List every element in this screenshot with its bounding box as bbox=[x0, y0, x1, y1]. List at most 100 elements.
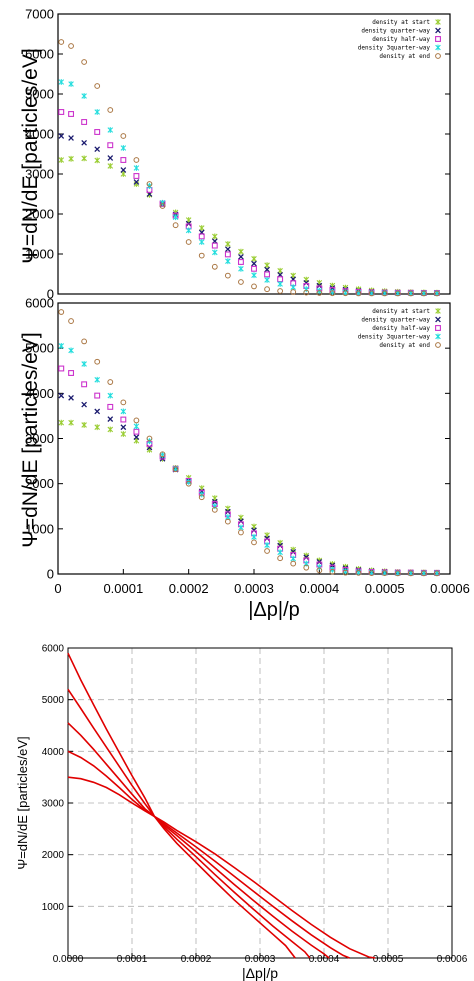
y-axis-label: Ψ=dN/dE [particles/eV] bbox=[19, 48, 42, 263]
data-point bbox=[251, 265, 257, 272]
data-point bbox=[81, 139, 87, 146]
y-tick-label: 2000 bbox=[25, 476, 54, 491]
data-point bbox=[81, 381, 88, 388]
y-tick-label: 3000 bbox=[25, 431, 54, 446]
data-point bbox=[185, 239, 192, 245]
legend-entry: density quarter-way bbox=[361, 317, 430, 324]
data-point bbox=[133, 165, 140, 171]
data-point bbox=[420, 570, 427, 577]
data-point bbox=[81, 401, 87, 408]
data-point bbox=[329, 288, 336, 295]
y-tick-label: 1000 bbox=[25, 521, 54, 536]
data-point bbox=[198, 233, 205, 240]
data-point bbox=[107, 403, 114, 410]
curve-2 bbox=[67, 722, 330, 959]
y-tick-label: 4000 bbox=[25, 127, 54, 142]
y-tick-label: 6000 bbox=[42, 644, 65, 655]
data-point bbox=[94, 358, 101, 365]
y-tick-label: 5000 bbox=[42, 695, 65, 706]
data-point bbox=[420, 290, 427, 297]
data-point bbox=[251, 534, 257, 540]
data-point bbox=[277, 288, 284, 294]
data-point bbox=[68, 155, 74, 162]
data-point bbox=[212, 249, 218, 256]
data-point bbox=[264, 271, 271, 278]
data-point bbox=[277, 555, 284, 562]
data-point bbox=[368, 570, 375, 576]
data-point bbox=[238, 253, 244, 260]
x-tick-label: 0.0004 bbox=[309, 954, 340, 965]
data-point bbox=[381, 570, 388, 576]
data-point bbox=[94, 157, 100, 164]
data-point bbox=[107, 426, 114, 433]
data-point bbox=[58, 365, 65, 372]
x-tick-label: 0 bbox=[54, 581, 61, 596]
data-point bbox=[58, 309, 65, 315]
data-point bbox=[68, 81, 74, 87]
data-point bbox=[185, 478, 192, 485]
data-point bbox=[133, 434, 140, 441]
data-point bbox=[68, 318, 74, 324]
data-point bbox=[342, 568, 349, 575]
data-point bbox=[58, 419, 65, 426]
legend-entry: density half-way bbox=[372, 325, 430, 332]
data-point bbox=[238, 529, 244, 536]
data-point bbox=[277, 281, 283, 287]
y-tick-label: 7000 bbox=[25, 7, 54, 22]
curve-3 bbox=[67, 688, 311, 959]
data-point bbox=[394, 570, 401, 577]
data-point bbox=[211, 506, 218, 513]
data-point bbox=[81, 361, 87, 367]
y-tick-label: 1000 bbox=[25, 247, 54, 262]
data-point bbox=[94, 392, 101, 399]
data-point bbox=[120, 424, 127, 431]
data-point bbox=[107, 142, 114, 149]
legend-entry: density at start bbox=[372, 308, 430, 315]
data-point bbox=[264, 286, 270, 293]
x-tick-label: 0.0006 bbox=[430, 581, 470, 596]
curve-4 bbox=[67, 652, 296, 959]
data-point bbox=[68, 43, 74, 49]
x-tick-label: 0.0006 bbox=[437, 954, 468, 965]
data-point bbox=[277, 276, 284, 283]
legend-entry: density at end bbox=[379, 53, 430, 60]
data-point bbox=[198, 239, 205, 245]
data-point bbox=[198, 225, 205, 231]
series-1 bbox=[58, 133, 440, 296]
data-point bbox=[185, 227, 192, 234]
data-point bbox=[159, 203, 166, 209]
data-point bbox=[58, 157, 65, 163]
y-tick-label: 5000 bbox=[25, 341, 54, 356]
data-point bbox=[303, 289, 310, 296]
x-tick-label: 0.0004 bbox=[299, 581, 339, 596]
data-point bbox=[224, 251, 231, 258]
y-tick-label: 1000 bbox=[42, 902, 65, 913]
data-point bbox=[133, 173, 140, 179]
y-tick-label: 2000 bbox=[25, 207, 54, 222]
data-point bbox=[251, 260, 257, 267]
data-point bbox=[81, 338, 88, 345]
data-point bbox=[107, 379, 114, 385]
series-1 bbox=[58, 392, 440, 576]
y-tick-label: 3000 bbox=[25, 167, 54, 182]
x-tick-label: 0.0002 bbox=[169, 581, 209, 596]
legend-entry: density at start bbox=[372, 19, 430, 26]
y-axis-label: Ψ=dN/dE [particles/eV] bbox=[19, 332, 42, 547]
legend-marker bbox=[435, 342, 441, 348]
plot-frame bbox=[57, 13, 451, 295]
data-point bbox=[68, 135, 74, 141]
data-point bbox=[238, 248, 244, 255]
data-point bbox=[94, 129, 101, 135]
data-point bbox=[238, 524, 244, 531]
legend-entry: density half-way bbox=[372, 36, 430, 43]
data-point bbox=[264, 542, 270, 548]
data-point bbox=[329, 290, 336, 297]
data-point bbox=[94, 83, 101, 89]
data-point bbox=[107, 107, 114, 113]
data-point bbox=[225, 246, 231, 253]
data-point bbox=[81, 422, 87, 428]
data-point bbox=[133, 417, 140, 424]
legend-entry: density at end bbox=[379, 342, 430, 349]
data-point bbox=[251, 283, 257, 290]
data-point bbox=[185, 480, 192, 487]
